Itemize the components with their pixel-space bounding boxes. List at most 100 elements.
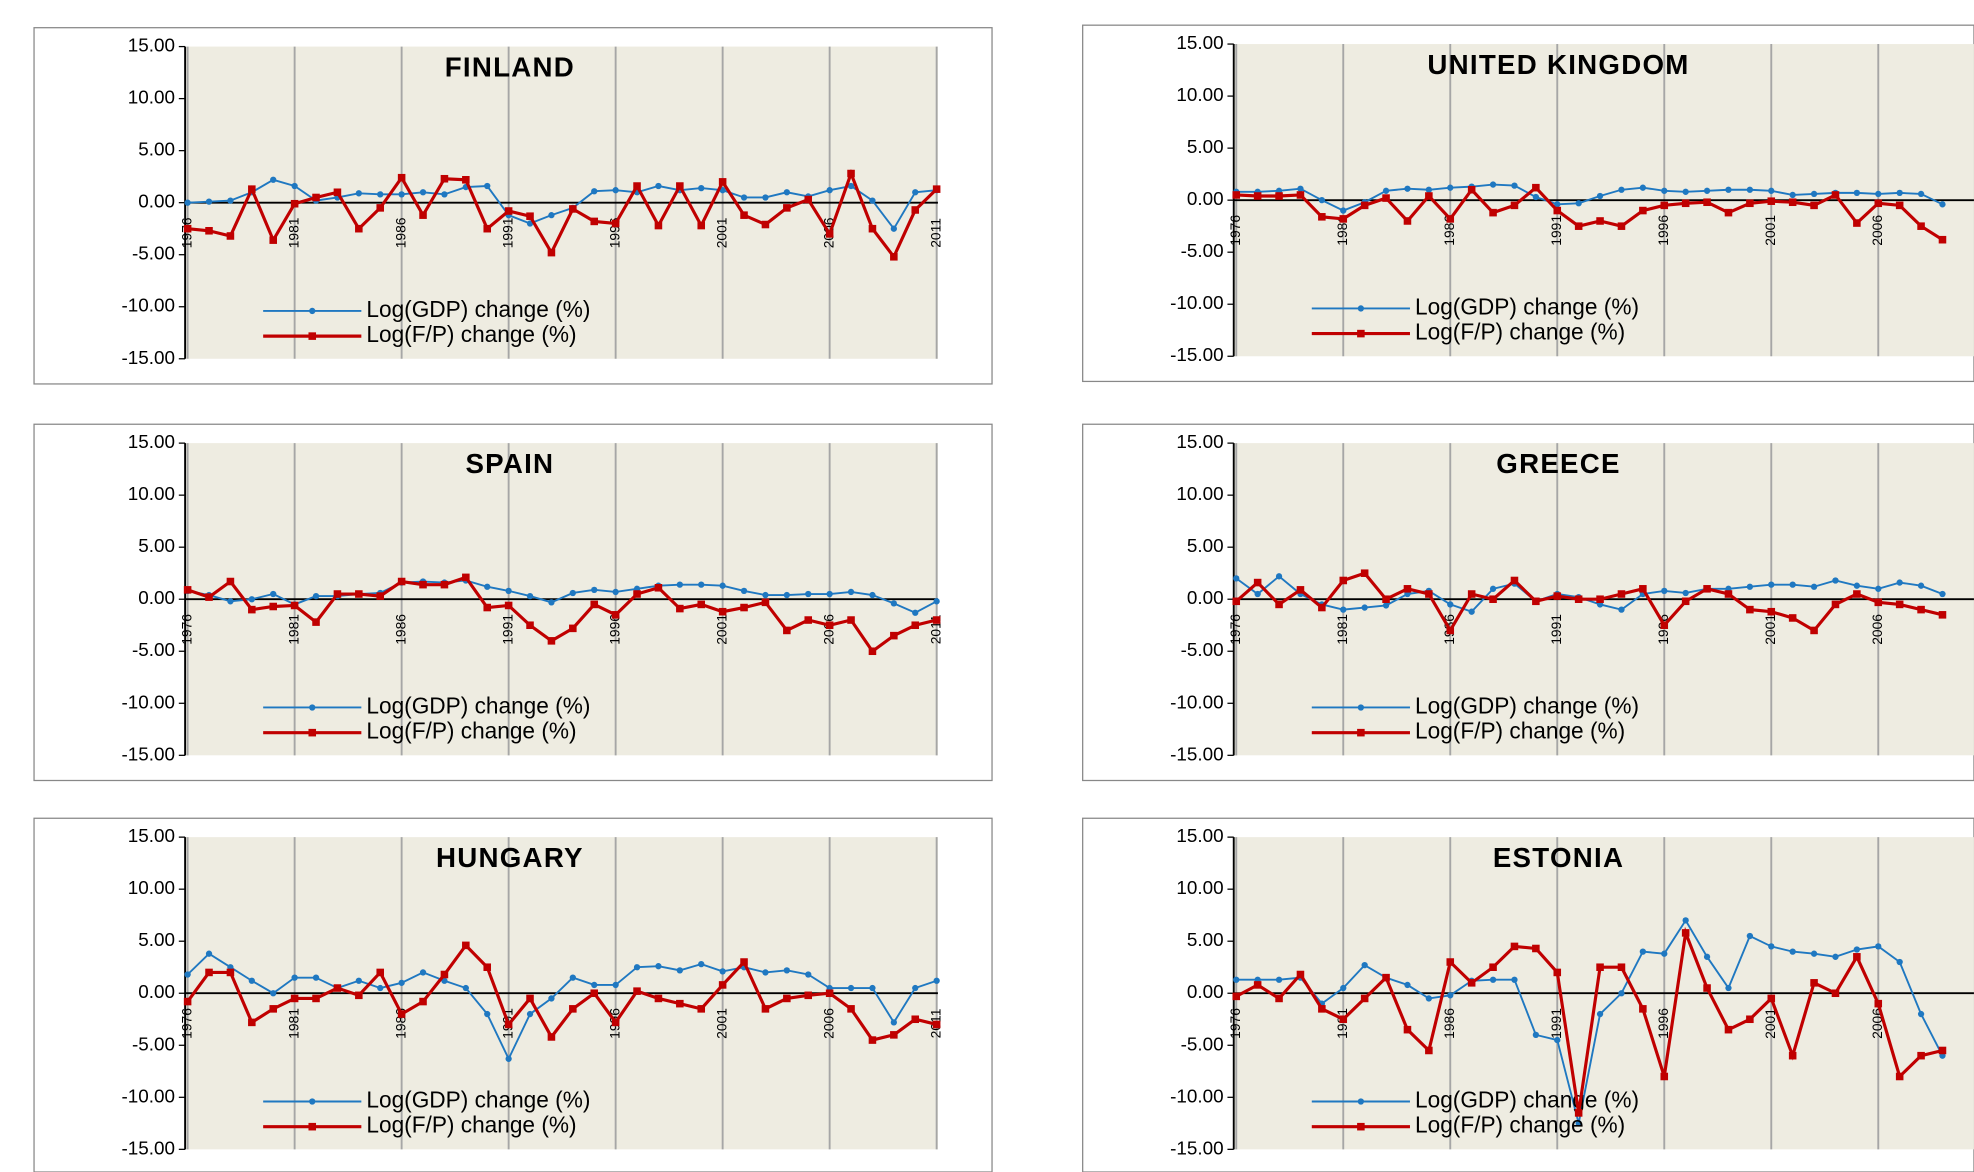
marker: [740, 194, 748, 201]
marker: [676, 967, 683, 974]
marker: [804, 616, 813, 624]
legend-marker: [1357, 305, 1365, 312]
marker: [1447, 601, 1454, 608]
marker: [804, 195, 813, 204]
marker: [1896, 958, 1903, 966]
marker: [398, 979, 405, 986]
marker: [1596, 963, 1604, 972]
marker: [1746, 605, 1754, 614]
marker: [1232, 992, 1241, 1001]
panel: -15.00 -10.00 -5.00 0.00 5.00 10.00 15.00 1976 1…: [33, 817, 993, 1172]
marker: [1425, 1046, 1433, 1055]
marker: [440, 174, 449, 183]
marker: [1554, 1036, 1561, 1044]
marker: [912, 984, 919, 992]
marker: [1596, 1010, 1604, 1018]
legend-marker: [1357, 329, 1365, 338]
marker: [569, 974, 576, 981]
marker: [270, 990, 277, 997]
marker: [740, 587, 748, 595]
marker: [1682, 589, 1689, 597]
y-tick-label: -15.00: [122, 1138, 176, 1159]
marker: [270, 176, 277, 183]
marker: [847, 588, 855, 596]
marker: [547, 248, 556, 257]
marker: [1297, 185, 1304, 192]
marker: [376, 968, 385, 977]
marker: [1724, 590, 1733, 598]
marker: [1447, 184, 1454, 191]
legend-marker: [308, 728, 317, 737]
marker: [1596, 217, 1604, 225]
marker: [205, 593, 213, 601]
marker: [719, 968, 726, 975]
marker: [1810, 583, 1818, 590]
marker: [1661, 587, 1668, 595]
marker: [1617, 963, 1626, 972]
x-tick-label: 1991: [1548, 614, 1564, 645]
marker: [890, 1019, 897, 1026]
marker: [1340, 984, 1347, 992]
marker: [269, 602, 278, 611]
x-tick-label: 1976: [178, 217, 194, 248]
marker: [1532, 1031, 1540, 1039]
marker: [1360, 569, 1369, 577]
marker: [1832, 953, 1839, 960]
marker: [1831, 989, 1840, 998]
marker: [269, 1005, 278, 1013]
marker: [484, 1010, 491, 1018]
y-tick-label: -15.00: [122, 744, 176, 765]
marker: [698, 581, 705, 588]
marker: [1446, 626, 1455, 635]
y-tick-label: 10.00: [1176, 878, 1223, 899]
marker: [547, 637, 556, 645]
marker: [419, 211, 427, 219]
y-tick-label: 5.00: [138, 930, 175, 951]
marker: [676, 999, 684, 1008]
x-tick-label: 2011: [927, 218, 943, 248]
marker: [1467, 979, 1476, 987]
legend-marker: [309, 1098, 316, 1105]
marker: [548, 212, 555, 219]
legend-label: Log(GDP) change (%): [366, 1086, 590, 1112]
chart-title: GREECE: [1496, 448, 1620, 479]
marker: [1425, 192, 1433, 200]
marker: [1639, 948, 1647, 955]
legend-marker: [1357, 728, 1365, 737]
x-tick-label: 1991: [499, 217, 515, 248]
marker: [1853, 946, 1861, 953]
marker: [1768, 581, 1775, 588]
marker: [1446, 958, 1455, 966]
marker: [227, 197, 234, 204]
marker: [183, 224, 192, 233]
marker: [1318, 603, 1326, 612]
marker: [1639, 206, 1647, 215]
legend-label: Log(F/P) change (%): [1415, 1112, 1625, 1138]
marker: [1681, 199, 1690, 208]
marker: [441, 191, 448, 198]
marker: [440, 970, 449, 979]
chart-title: FINLAND: [445, 52, 575, 83]
y-tick-label: -10.00: [122, 692, 176, 713]
marker: [1425, 590, 1433, 598]
marker: [1510, 201, 1519, 210]
marker: [1532, 597, 1540, 606]
marker: [825, 989, 834, 998]
marker: [718, 981, 727, 989]
marker: [1939, 201, 1946, 208]
marker: [1875, 585, 1882, 592]
marker: [1468, 608, 1475, 615]
marker: [1874, 199, 1883, 208]
marker: [719, 582, 726, 589]
marker: [1768, 943, 1775, 950]
marker: [826, 590, 833, 598]
marker: [548, 995, 555, 1002]
marker: [1788, 198, 1797, 207]
y-tick-label: -5.00: [132, 1034, 175, 1055]
marker: [590, 217, 599, 226]
marker: [1532, 944, 1540, 953]
marker: [483, 224, 492, 233]
marker: [1917, 1051, 1925, 1060]
marker: [676, 182, 684, 190]
